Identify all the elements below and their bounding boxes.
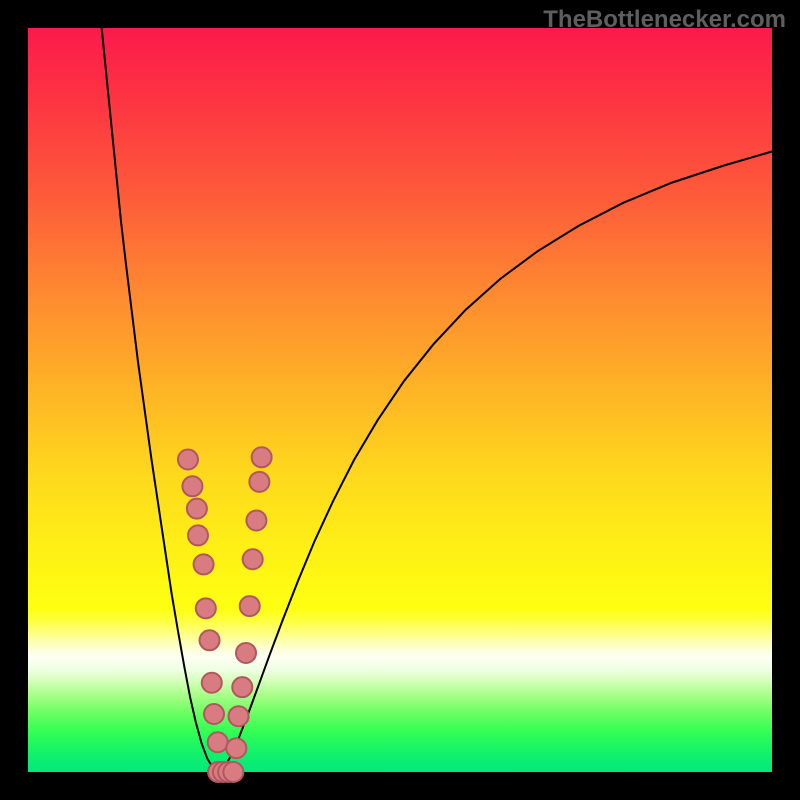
data-dot bbox=[240, 596, 260, 616]
chart-container: TheBottlenecker.com bbox=[0, 0, 800, 800]
right-curve bbox=[218, 152, 772, 773]
data-dot bbox=[246, 511, 266, 531]
data-dot bbox=[249, 472, 269, 492]
data-dot bbox=[252, 447, 272, 467]
data-dot bbox=[243, 549, 263, 569]
data-dot bbox=[208, 732, 228, 752]
data-dot bbox=[223, 762, 243, 782]
data-dot bbox=[194, 554, 214, 574]
data-dot bbox=[187, 499, 207, 519]
left-curve bbox=[102, 28, 219, 772]
watermark-text: TheBottlenecker.com bbox=[543, 6, 786, 34]
data-dot bbox=[178, 450, 198, 470]
data-dot bbox=[204, 704, 224, 724]
data-dot bbox=[232, 677, 252, 697]
data-dot bbox=[182, 476, 202, 496]
data-dot bbox=[188, 525, 208, 545]
data-dot bbox=[236, 643, 256, 663]
data-dot bbox=[202, 673, 222, 693]
data-dot bbox=[229, 706, 249, 726]
data-dot bbox=[226, 738, 246, 758]
data-dot bbox=[196, 598, 216, 618]
curves-svg bbox=[0, 0, 800, 800]
data-dot bbox=[200, 630, 220, 650]
